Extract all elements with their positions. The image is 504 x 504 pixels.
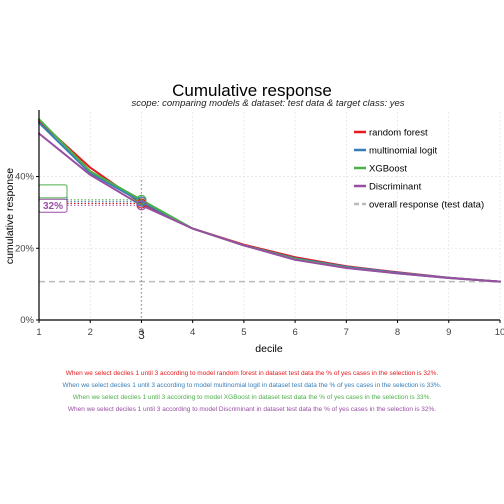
legend-label-3: XGBoost (369, 164, 407, 175)
callout-box-3 (39, 185, 67, 198)
x-tick-label-7: 7 (344, 327, 349, 338)
highlight-decile-label: 3 (138, 328, 145, 342)
x-tick-label-10: 10 (495, 327, 504, 338)
x-tick-label-9: 9 (446, 327, 451, 338)
x-tick-label-8: 8 (395, 327, 400, 338)
annotation-line-2: When we select deciles 1 until 3 accordi… (62, 382, 441, 389)
x-axis-label: decile (255, 343, 283, 355)
legend-label-1: random forest (369, 128, 428, 139)
annotations: When we select deciles 1 until 3 accordi… (62, 370, 441, 413)
legend-label-2: multinomial logit (369, 146, 437, 157)
y-axis-label: cumulative response (4, 168, 16, 264)
x-tick-label-4: 4 (190, 327, 195, 338)
x-tick-label-2: 2 (88, 327, 93, 338)
annotation-line-1: When we select deciles 1 until 3 accordi… (66, 370, 439, 377)
y-tick-label-0%: 0% (20, 315, 34, 326)
grid (39, 112, 500, 320)
chart-subtitle: scope: comparing models & dataset: test … (132, 98, 405, 109)
legend-label-5: overall response (test data) (369, 200, 484, 211)
highlight-group: 32% (39, 180, 146, 320)
x-tick-label-1: 1 (36, 327, 41, 338)
callout-label: 32% (43, 201, 63, 212)
legend: random forest multinomial logit XGBoost Dis… (354, 128, 484, 211)
y-tick-label-40%: 40% (15, 172, 35, 183)
annotation-line-3: When we select deciles 1 until 3 accordi… (73, 394, 432, 401)
annotation-line-4: When we select deciles 1 until 3 accordi… (68, 406, 436, 413)
x-tick-label-6: 6 (292, 327, 297, 338)
legend-label-4: Discriminant (369, 182, 422, 193)
y-tick-label-20%: 20% (15, 243, 35, 254)
x-tick-label-5: 5 (241, 327, 246, 338)
